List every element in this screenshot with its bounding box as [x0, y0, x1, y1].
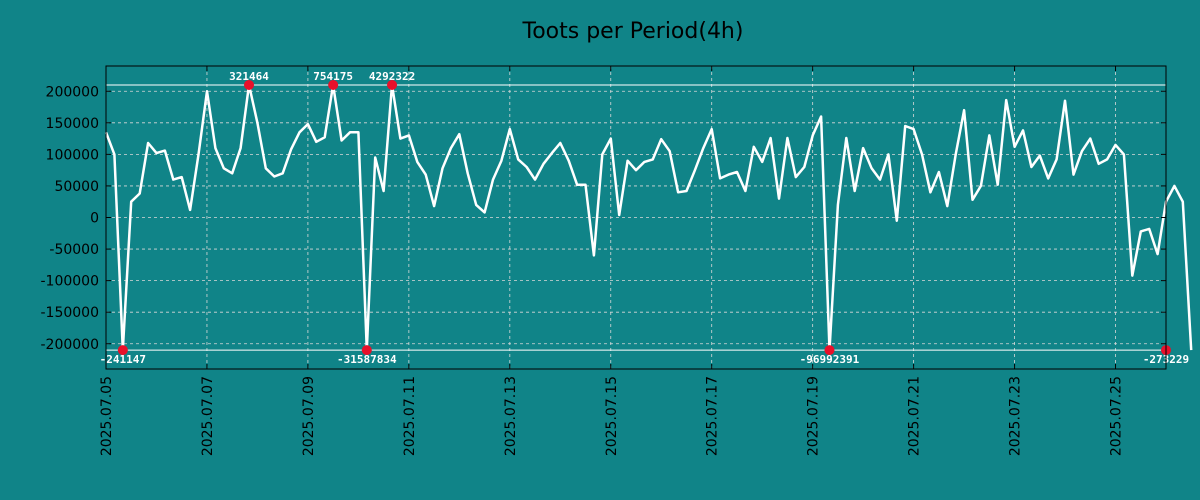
y-tick-label: -100000: [41, 274, 100, 290]
y-tick-label: -150000: [41, 305, 100, 321]
y-tick-label: -200000: [41, 337, 100, 353]
x-tick-label: 2025.07.07: [200, 376, 216, 456]
x-tick-label: 2025.07.19: [806, 376, 822, 456]
y-axis: 200000 150000 100000 50000 0 -50000 -100000 -15…: [41, 84, 1166, 353]
y-tick-label: 200000: [46, 84, 99, 100]
annotation-label: -96992391: [800, 353, 860, 366]
y-tick-label: -50000: [49, 242, 99, 258]
series-line: [104, 83, 1193, 352]
clip-limit-lines: [106, 84, 1166, 351]
grid-lines: [105, 66, 1166, 369]
peak-marker: [244, 79, 255, 90]
x-tick-label: 2025.07.13: [503, 376, 519, 456]
x-tick-label: 2025.07.11: [402, 376, 418, 456]
x-tick-label: 2025.07.15: [604, 376, 620, 456]
annotation-label: -31587834: [337, 353, 397, 366]
annotation-label: 321464: [229, 70, 269, 83]
x-tick-label: 2025.07.05: [99, 376, 115, 456]
peak-marker: [117, 345, 128, 356]
x-tick-label: 2025.07.09: [301, 376, 317, 456]
peak-marker: [824, 345, 835, 356]
peak-marker: [387, 79, 398, 90]
y-tick-label: 100000: [46, 147, 99, 163]
x-tick-label: 2025.07.23: [1008, 376, 1024, 456]
x-axis: 2025.07.05 2025.07.07 2025.07.09 2025.07.11…: [99, 66, 1125, 456]
peak-marker: [328, 79, 339, 90]
annotation-label: -241147: [100, 353, 146, 366]
peak-markers: [117, 79, 1171, 356]
chart-title: Toots per Period(4h): [522, 19, 744, 44]
y-tick-label: 50000: [54, 179, 99, 195]
x-tick-label: 2025.07.21: [907, 376, 923, 456]
annotation-labels: 321464 754175 4292322 -241147 -31587834 -9699…: [100, 70, 1190, 366]
x-tick-label: 2025.07.25: [1109, 376, 1125, 456]
x-tick-label: 2025.07.17: [705, 376, 721, 456]
annotation-label: 4292322: [369, 70, 415, 83]
annotation-label: 754175: [313, 70, 353, 83]
peak-marker: [361, 345, 372, 356]
y-tick-label: 150000: [46, 116, 99, 132]
y-tick-label: 0: [90, 211, 99, 227]
